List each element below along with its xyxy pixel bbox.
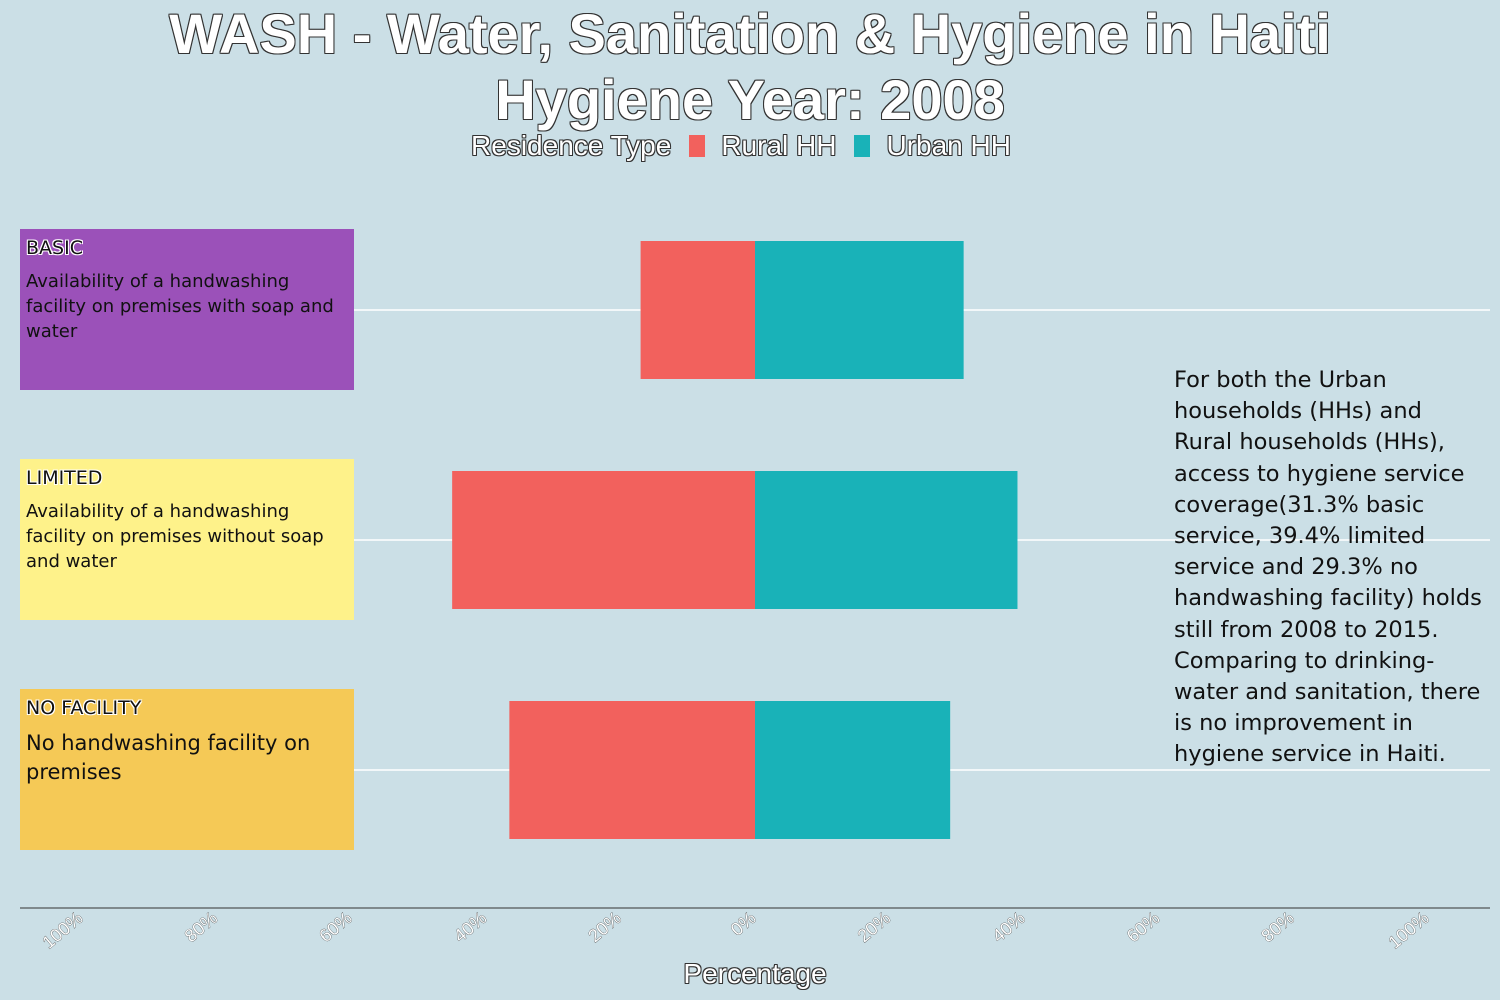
bar-urban-2 — [755, 701, 951, 839]
x-axis: 100% 80% 60% 40% 20% 0% 20% 40% 60% 80% 100% — [20, 907, 1490, 953]
legend: Residence Type Rural HH Urban HH — [0, 128, 1500, 164]
x-tick-label-8: 60% — [1123, 908, 1163, 946]
category-box-no-facility: NO FACILITY No handwashing facility on p… — [20, 689, 354, 850]
x-tick-label-4: 20% — [585, 908, 625, 946]
category-box-limited: LIMITED Availability of a handwashing fa… — [20, 459, 354, 620]
x-tick-label-6: 20% — [854, 908, 894, 946]
x-tick-label-3: 40% — [450, 908, 490, 946]
legend-swatch-rural — [689, 135, 706, 157]
category-desc-no-facility: No handwashing facility on premises — [26, 731, 311, 784]
legend-title: Residence Type — [471, 130, 672, 161]
x-tick-label-2: 60% — [315, 908, 355, 946]
x-tick-label-0: 100% — [38, 908, 86, 953]
bar-rural-1 — [452, 471, 755, 609]
category-desc-basic: Availability of a handwashing facility o… — [26, 271, 334, 342]
legend-label-rural: Rural HH — [721, 130, 837, 161]
bar-rural-2 — [509, 701, 755, 839]
legend-entry-urban: Urban HH — [854, 128, 1011, 164]
bar-rural-0 — [640, 241, 755, 379]
category-desc-limited: Availability of a handwashing facility o… — [26, 501, 324, 572]
chart-title: WASH - Water, Sanitation & Hygiene in Ha… — [169, 2, 1331, 65]
x-tick-label-1: 80% — [181, 908, 221, 946]
category-title-limited: LIMITED — [26, 467, 103, 489]
category-title-no-facility: NO FACILITY — [26, 697, 142, 719]
annotation-text: For both the Urban households (HHs) and … — [1174, 367, 1482, 768]
bars — [452, 241, 1018, 839]
legend-swatch-urban — [854, 135, 871, 157]
bar-urban-0 — [755, 241, 964, 379]
category-title-basic: BASIC — [26, 237, 83, 259]
x-axis-label: Percentage — [683, 958, 827, 989]
x-tick-label-10: 100% — [1384, 908, 1432, 953]
category-box-basic: BASIC Availability of a handwashing faci… — [20, 229, 354, 390]
bar-urban-1 — [755, 471, 1018, 609]
chart-subtitle: Hygiene Year: 2008 — [495, 68, 1005, 131]
legend-entry-rural: Rural HH — [689, 128, 836, 164]
x-tick-label-5: 0% — [727, 908, 760, 940]
x-tick-label-7: 40% — [988, 908, 1028, 946]
legend-label-urban: Urban HH — [886, 130, 1011, 161]
x-tick-label-9: 80% — [1258, 908, 1298, 946]
